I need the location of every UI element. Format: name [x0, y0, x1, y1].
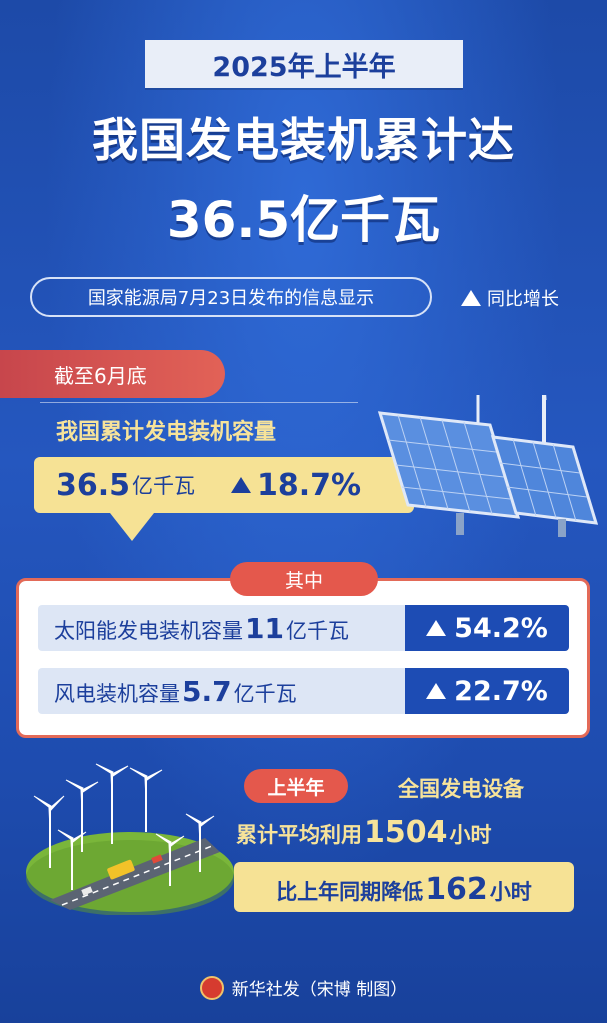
breakdown-card — [16, 578, 590, 738]
breakdown-badge-text: 其中 — [284, 569, 323, 592]
wind-turbine-icon — [33, 763, 215, 890]
period-text: 2025年上半年 — [212, 51, 396, 83]
solar-label: 太阳能发电装机容量 — [54, 618, 243, 643]
avg-unit: 小时 — [449, 823, 492, 847]
wind-row: 风电装机容量 5.7 亿千瓦 22.7% — [38, 668, 569, 714]
decrease-box: 比上年同期降低 162 小时 — [234, 862, 574, 912]
cumulative-value-box: 36.5 亿千瓦 18.7% — [34, 457, 414, 513]
legend-yoy-label: 同比增长 — [487, 289, 559, 310]
solar-row: 太阳能发电装机容量 11 亿千瓦 54.2% — [38, 605, 569, 651]
solar-value: 11 — [245, 611, 284, 645]
cumulative-unit: 亿千瓦 — [132, 474, 196, 498]
wind-label: 风电装机容量 — [54, 681, 180, 706]
wind-label-group: 风电装机容量 5.7 亿千瓦 — [38, 675, 405, 708]
solar-growth-cell: 54.2% — [405, 605, 569, 651]
equipment-label: 全国发电设备 — [398, 777, 524, 801]
credit-line: 新华社发（宋博 制图） — [0, 975, 607, 1000]
half-year-text: 上半年 — [267, 776, 325, 799]
solar-growth: 54.2% — [454, 612, 548, 644]
decrease-value: 162 — [425, 872, 488, 907]
solar-wind-illustration — [377, 395, 598, 537]
legend-yoy: 同比增长 — [461, 285, 559, 311]
cumulative-label: 我国累计发电装机容量 — [56, 420, 277, 445]
xinhua-logo-icon — [199, 975, 224, 1000]
as-of-text: 截至6月底 — [54, 363, 147, 388]
up-triangle-icon — [231, 477, 252, 493]
wind-growth: 22.7% — [454, 675, 548, 707]
as-of-ribbon: 截至6月底 — [0, 350, 225, 398]
avg-value: 1504 — [364, 815, 448, 850]
callout-pointer — [110, 513, 154, 541]
cumulative-growth: 18.7% — [257, 467, 362, 503]
cumulative-value: 36.5 — [56, 467, 131, 503]
up-triangle-icon — [461, 290, 481, 306]
half-year-badge: 上半年 — [244, 769, 348, 803]
solar-label-group: 太阳能发电装机容量 11 亿千瓦 — [38, 612, 405, 645]
source-pill: 国家能源局7月23日发布的信息显示 — [30, 277, 432, 317]
decrease-unit: 小时 — [489, 880, 532, 904]
wind-growth-cell: 22.7% — [405, 668, 569, 714]
solar-unit: 亿千瓦 — [285, 618, 349, 643]
solar-panel-icon — [377, 411, 598, 537]
source-text: 国家能源局7月23日发布的信息显示 — [87, 288, 375, 309]
breakdown-badge: 其中 — [230, 562, 378, 596]
wind-value: 5.7 — [182, 674, 232, 708]
credit-text: 新华社发（宋博 制图） — [231, 980, 408, 1000]
decrease-prefix: 比上年同期降低 — [276, 880, 424, 904]
headline-line2: 36.5亿千瓦 — [166, 191, 441, 249]
avg-utilization: 累计平均利用 1504 小时 — [236, 815, 492, 850]
divider — [40, 402, 358, 403]
up-triangle-icon — [426, 620, 447, 636]
headline-line1: 我国发电装机累计达 — [92, 113, 515, 167]
wind-farm-illustration — [26, 763, 234, 915]
up-triangle-icon — [426, 683, 447, 699]
wind-unit: 亿千瓦 — [233, 681, 297, 706]
avg-prefix: 累计平均利用 — [236, 823, 362, 847]
period-banner: 2025年上半年 — [145, 40, 463, 88]
